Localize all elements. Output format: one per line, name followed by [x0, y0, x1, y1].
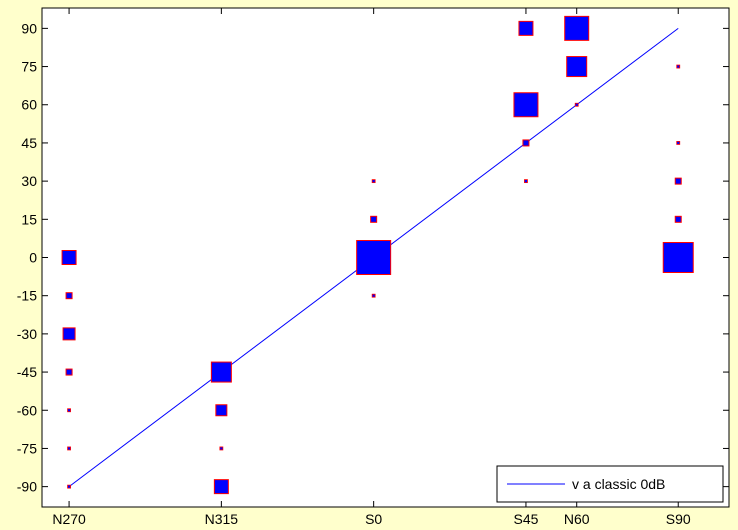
data-point [213, 479, 229, 495]
data-point [67, 484, 71, 489]
y-tick-label: 90 [21, 20, 37, 36]
x-tick-label: N60 [564, 511, 590, 527]
data-point [65, 368, 73, 376]
y-tick-label: 75 [21, 59, 37, 75]
data-point [522, 139, 530, 147]
y-tick-label: 30 [21, 173, 37, 189]
data-point [210, 361, 232, 383]
y-tick-label: -75 [17, 440, 37, 456]
x-tick-label: S90 [666, 511, 691, 527]
data-point [67, 446, 71, 451]
y-tick-label: -15 [17, 288, 37, 304]
data-point [524, 179, 528, 184]
data-point [65, 292, 73, 300]
data-point [662, 242, 694, 273]
y-axis: 90 75 60 45 30 15 0 -15 -30 -45 -60 -75 -90 [17, 20, 729, 495]
legend: v a classic 0dB [496, 465, 724, 503]
data-point [356, 240, 392, 275]
x-tick-label: N315 [205, 511, 239, 527]
data-point [676, 64, 681, 69]
data-point [370, 215, 378, 223]
data-point [674, 215, 682, 223]
x-axis: N270 N315 S0 S45 N60 S90 [52, 8, 691, 527]
data-point [574, 102, 579, 107]
y-tick-label: 60 [21, 97, 37, 113]
y-tick-label: -45 [17, 364, 37, 380]
data-point [67, 408, 71, 413]
data-point [219, 446, 224, 451]
data-point [215, 404, 228, 417]
y-tick-label: 0 [29, 250, 37, 266]
y-tick-label: -90 [17, 479, 37, 495]
data-point [371, 179, 376, 184]
data-point [674, 177, 682, 185]
legend-label: v a classic 0dB [572, 476, 665, 492]
data-point [61, 250, 77, 265]
data-point [62, 327, 76, 341]
data-point [513, 92, 539, 118]
data-points [61, 15, 694, 495]
y-tick-label: -60 [17, 402, 37, 418]
x-tick-label: N270 [52, 511, 86, 527]
y-tick-label: 15 [21, 211, 37, 227]
y-tick-label: 45 [21, 135, 37, 151]
data-point [564, 15, 590, 41]
data-point [518, 20, 534, 36]
x-tick-label: S45 [513, 511, 538, 527]
x-tick-label: S0 [365, 511, 382, 527]
y-tick-label: -30 [17, 326, 37, 342]
data-point [371, 293, 376, 298]
data-point [676, 141, 681, 145]
data-point [566, 56, 588, 78]
